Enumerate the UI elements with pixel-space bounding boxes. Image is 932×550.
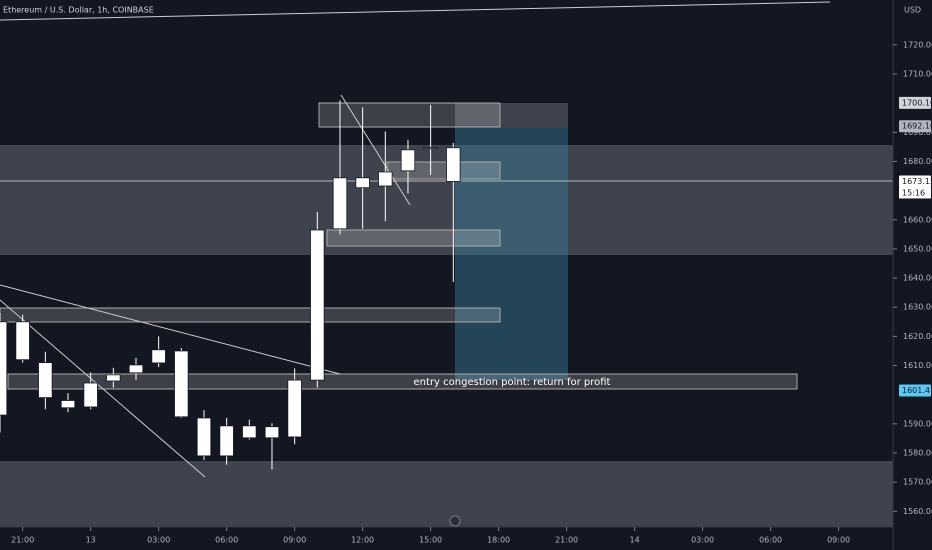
y-tick-label: 1710.00 bbox=[903, 70, 932, 79]
y-tick-label: 1640.00 bbox=[903, 274, 932, 283]
trend-line bbox=[0, 1, 831, 21]
price-axis bbox=[893, 0, 932, 550]
position-stop bbox=[455, 103, 568, 128]
price-label: 1700.10 bbox=[902, 98, 932, 107]
candle-body bbox=[106, 374, 121, 382]
x-tick-label: 21:00 bbox=[11, 536, 34, 545]
candles bbox=[0, 100, 461, 470]
y-tick-label: 1690.00 bbox=[903, 128, 932, 137]
trend-line bbox=[0, 299, 206, 478]
candle-body bbox=[0, 321, 8, 416]
y-tick-label: 1570.00 bbox=[903, 478, 932, 487]
y-tick-label: 1660.00 bbox=[903, 215, 932, 224]
y-tick-label: 1560.00 bbox=[903, 507, 932, 516]
zone-band bbox=[0, 461, 893, 527]
price-label-box bbox=[899, 120, 931, 133]
price-label: 1692.10 bbox=[902, 122, 932, 131]
candle-body bbox=[242, 425, 257, 439]
candle-body bbox=[174, 350, 189, 418]
position-target bbox=[455, 128, 568, 380]
x-tick-label: 18:00 bbox=[487, 536, 510, 545]
x-tick-label: 15:00 bbox=[419, 536, 442, 545]
y-tick-label: 1590.00 bbox=[903, 419, 932, 428]
candle-body bbox=[332, 177, 348, 230]
x-tick-label: 14 bbox=[630, 536, 640, 545]
trend-line bbox=[0, 284, 341, 375]
candle-body bbox=[400, 149, 416, 172]
x-tick-label: 03:00 bbox=[147, 536, 170, 545]
candle-body bbox=[60, 400, 76, 409]
candle-body bbox=[264, 426, 280, 439]
zone-box bbox=[7, 373, 798, 390]
zone-box bbox=[326, 229, 501, 247]
candle-body bbox=[355, 177, 370, 189]
price-label: 1673.15 bbox=[902, 177, 932, 186]
candle-body bbox=[151, 349, 166, 364]
y-tick-label: 1720.00 bbox=[903, 40, 932, 49]
zone-box bbox=[386, 161, 501, 180]
drawings bbox=[0, 1, 893, 527]
candle-body bbox=[128, 364, 144, 374]
x-tick-label: 09:00 bbox=[827, 536, 850, 545]
price-label: 1601.41 bbox=[902, 386, 932, 395]
time-axis bbox=[0, 527, 893, 550]
annotation: entry congestion point: return for profi… bbox=[414, 377, 611, 388]
x-tick-label: 09:00 bbox=[283, 536, 306, 545]
x-tick-label: 06:00 bbox=[759, 536, 782, 545]
countdown-box bbox=[899, 187, 931, 199]
candle-body bbox=[423, 147, 438, 150]
zone-box bbox=[0, 307, 501, 323]
candle-body bbox=[38, 362, 53, 398]
x-tick-label: 21:00 bbox=[555, 536, 578, 545]
y-tick-label: 1680.00 bbox=[903, 157, 932, 166]
x-tick-label: 03:00 bbox=[691, 536, 714, 545]
candle-body bbox=[378, 171, 393, 187]
event-icon bbox=[449, 515, 461, 527]
y-tick-label: 1630.00 bbox=[903, 303, 932, 312]
x-tick-label: 12:00 bbox=[351, 536, 374, 545]
candle-body bbox=[219, 425, 234, 457]
y-tick-label: 1620.00 bbox=[903, 332, 932, 341]
candle-body bbox=[310, 229, 325, 381]
y-tick-label: 1610.00 bbox=[903, 361, 932, 370]
price-label-box bbox=[899, 384, 931, 397]
candle-body bbox=[446, 147, 461, 182]
countdown: 15:16 bbox=[902, 188, 925, 197]
candle-body bbox=[15, 321, 30, 361]
zone-box bbox=[318, 102, 501, 128]
chart-title: Ethereum / U.S. Dollar, 1h, COINBASE bbox=[3, 6, 154, 15]
candle-body bbox=[287, 379, 302, 438]
x-tick-label: 06:00 bbox=[215, 536, 238, 545]
candle-body bbox=[83, 382, 98, 408]
x-tick-label: 13 bbox=[86, 536, 96, 545]
candle-body bbox=[196, 417, 212, 457]
trend-line bbox=[340, 94, 411, 206]
y-tick-label: 1580.00 bbox=[903, 448, 932, 457]
currency: USD bbox=[904, 6, 921, 15]
y-tick-label: 1650.00 bbox=[903, 244, 932, 253]
price-label-box bbox=[899, 96, 931, 109]
price-label-box bbox=[899, 175, 931, 188]
